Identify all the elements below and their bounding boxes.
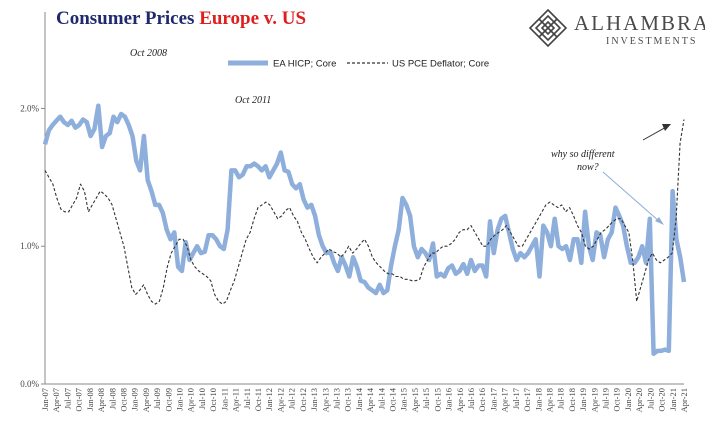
annotation-arrow-ea [602, 171, 661, 223]
x-tick-label: Jul-08 [107, 388, 117, 409]
x-tick-label: Jul-15 [421, 388, 431, 409]
x-tick-label: Apr-18 [544, 388, 554, 412]
x-tick-label: Jul-12 [287, 388, 297, 409]
x-tick-label: Jan-19 [578, 388, 588, 411]
x-tick-label: Jan-21 [668, 388, 678, 411]
y-tick-label: 0.0% [20, 379, 39, 389]
annotation-arrowhead-ea [655, 217, 664, 225]
x-tick-label: Oct-18 [567, 388, 577, 412]
x-tick-label: Oct-07 [74, 388, 84, 412]
x-tick-label: Jul-09 [152, 388, 162, 409]
x-tick-label: Apr-07 [51, 388, 61, 412]
x-tick-label: Oct-10 [208, 388, 218, 412]
x-tick-label: Oct-19 [612, 388, 622, 412]
x-tick-label: Jul-13 [331, 388, 341, 409]
y-tick-label: 1.0% [20, 241, 39, 251]
title-main: Consumer Prices [56, 8, 195, 29]
x-tick-label: Jan-17 [488, 388, 498, 411]
x-tick-label: Jan-12 [264, 388, 274, 411]
x-tick-label: Jan-11 [219, 388, 229, 410]
x-tick-label: Oct-11 [253, 388, 263, 411]
x-tick-label: Jul-14 [376, 387, 386, 409]
brand-subtitle: INVESTMENTS [606, 36, 698, 47]
x-tick-label: Oct-17 [522, 388, 532, 412]
x-tick-label: Oct-09 [163, 388, 173, 412]
x-tick-label: Jan-15 [399, 388, 409, 411]
title-accent: Europe v. US [199, 8, 307, 29]
x-tick-label: Jul-07 [62, 388, 72, 409]
x-tick-label: Apr-21 [679, 388, 689, 412]
x-tick-label: Jan-08 [85, 388, 95, 411]
x-tick-label: Jan-16 [444, 388, 454, 411]
x-tick-label: Jul-19 [601, 388, 611, 409]
x-tick-label: Oct-20 [657, 388, 667, 412]
x-tick-label: Oct-13 [343, 388, 353, 412]
series-layer [42, 103, 687, 356]
legend-label-us: US PCE Deflator; Core [392, 59, 489, 70]
x-tick-label: Jul-10 [197, 388, 207, 409]
x-tick-label: Jan-07 [40, 388, 50, 411]
legend-label-ea: EA HICP; Core [273, 59, 336, 70]
annotation-why-different-1: why so different [551, 149, 615, 160]
x-tick-label: Jan-14 [354, 387, 364, 410]
x-tick-label: Oct-08 [118, 388, 128, 412]
diamond-pattern-icon [528, 8, 568, 48]
annotation-arrow-us [642, 125, 669, 141]
x-tick-label: Oct-14 [388, 387, 398, 411]
x-tick-label: Apr-12 [275, 388, 285, 412]
x-tick-label: Apr-15 [410, 388, 420, 412]
x-tick-label: Apr-17 [500, 388, 510, 412]
x-tick-label: Apr-09 [141, 388, 151, 412]
annotation-arrowhead-us [662, 124, 671, 131]
x-tick-label: Apr-11 [231, 388, 241, 412]
x-tick-label: Jan-10 [175, 388, 185, 411]
x-tick-label: Apr-16 [455, 388, 465, 412]
x-tick-label: Jul-20 [645, 388, 655, 409]
annotation-oct-2011: Oct 2011 [235, 95, 271, 106]
series-line-ea-hicp-core [42, 103, 687, 356]
annotation-why-different-2: now? [577, 162, 599, 173]
x-tick-label: Jan-18 [533, 388, 543, 411]
chart-title: Consumer Prices Europe v. US [56, 8, 306, 30]
x-tick-label: Jul-17 [511, 388, 521, 409]
x-tick-label: Apr-13 [320, 388, 330, 412]
x-tick-label: Jan-09 [130, 388, 140, 411]
brand-logo: ALHAMBRA INVESTMENTS [528, 8, 705, 50]
x-tick-label: Oct-15 [432, 388, 442, 412]
x-tick-label: Jul-18 [556, 388, 566, 409]
legend: EA HICP; Core US PCE Deflator; Core [228, 59, 489, 70]
annotation-oct-2008: Oct 2008 [130, 48, 167, 59]
x-tick-label: Jul-11 [242, 388, 252, 409]
brand-name: ALHAMBRA [574, 11, 705, 35]
x-tick-label: Apr-08 [96, 388, 106, 412]
x-tick-label: Jan-13 [309, 388, 319, 411]
x-axis-ticks: Jan-07 Apr-07 Jul-07 Oct-07 Jan-08 Apr-08 Jul-… [40, 387, 689, 412]
x-tick-label: Apr-20 [634, 388, 644, 412]
x-tick-label: Jul-16 [466, 388, 476, 409]
x-tick-label: Apr-19 [589, 388, 599, 412]
x-tick-label: Apr-14 [365, 387, 375, 412]
x-tick-label: Jan-20 [623, 388, 633, 411]
y-tick-label: 2.0% [20, 103, 39, 113]
x-tick-label: Oct-16 [477, 388, 487, 412]
x-tick-label: Oct-12 [298, 388, 308, 412]
x-tick-label: Apr-10 [186, 388, 196, 412]
y-axis-ticks: 0.0% 1.0% 2.0% [20, 103, 45, 389]
series-line-us-pce-core [44, 119, 685, 305]
